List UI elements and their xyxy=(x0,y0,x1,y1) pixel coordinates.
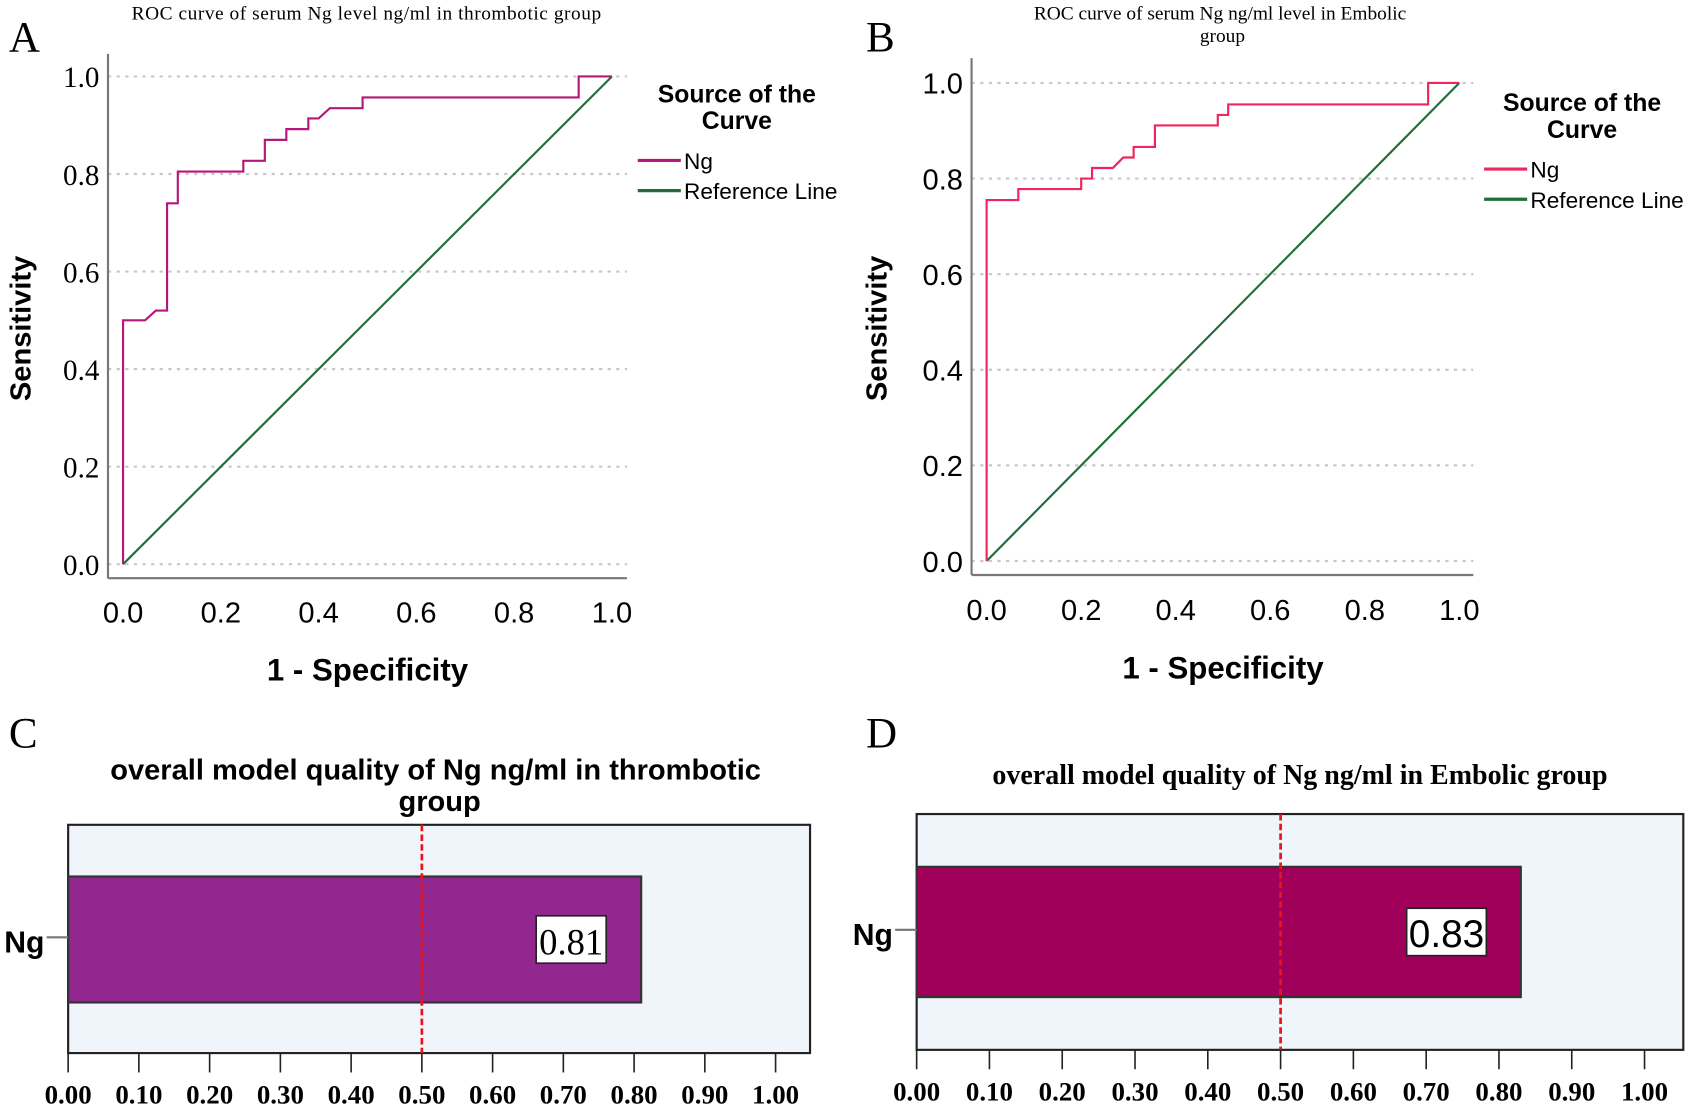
data-label: 0.83 xyxy=(1409,913,1484,956)
x-tick-label: 1.0 xyxy=(592,597,632,629)
x-tick-label: 0.4 xyxy=(1156,595,1196,627)
x-tick-label: 0.60 xyxy=(1330,1076,1377,1106)
x-tick-label: 0.80 xyxy=(611,1080,658,1108)
x-tick-label: 0.70 xyxy=(1403,1076,1450,1106)
data-label-box xyxy=(1405,907,1488,957)
x-tick-label: 0.4 xyxy=(298,597,338,629)
x-tick-label: 0.6 xyxy=(1250,595,1290,627)
y-tick-label: 0.4 xyxy=(63,355,100,387)
x-tick-label: 0.8 xyxy=(494,597,534,629)
y-tick-label: 0.0 xyxy=(63,550,99,582)
x-tick-label: 0.6 xyxy=(396,597,436,629)
reference-line xyxy=(122,75,613,565)
y-tick-label: 0.6 xyxy=(923,260,963,292)
x-tick-label: 0.20 xyxy=(1039,1076,1086,1106)
bar-c-title-line2: group xyxy=(398,786,480,818)
x-axis-label: 1 - Specificity xyxy=(1122,650,1324,685)
x-tick-label: 0.10 xyxy=(966,1076,1013,1106)
legend-title: Curve xyxy=(702,108,772,135)
reference-line xyxy=(985,82,1461,562)
y-tick-label: 0.8 xyxy=(923,164,963,196)
ng-roc-curve xyxy=(985,81,1460,561)
y-tick-label: 1.0 xyxy=(923,69,963,101)
y-axis-label: Sensitivity xyxy=(861,256,893,401)
x-tick-label: 1.00 xyxy=(752,1080,799,1108)
x-tick-label: 0.30 xyxy=(1111,1076,1158,1106)
panel-letter-d: D xyxy=(866,710,897,757)
bar-chart-d: 0.83 Ng 0.00 0.10 0.20 0.30 0.40 0.50 0.60 0.70 0.… xyxy=(853,812,1685,1106)
x-tick-label: 0.60 xyxy=(469,1080,516,1108)
x-tick-label: 1.00 xyxy=(1621,1076,1668,1106)
x-tick-label: 0.2 xyxy=(1061,595,1101,627)
legend-title: Curve xyxy=(1547,117,1617,144)
bar-d-title: overall model quality of Ng ng/ml in Emb… xyxy=(992,760,1607,791)
y-tick-label: 0.6 xyxy=(63,257,99,289)
x-tick-label: 0.00 xyxy=(893,1076,940,1106)
roc-b-title-line1: ROC curve of serum Ng ng/ml level in Emb… xyxy=(1034,3,1406,24)
bar-c-title-line1: overall model quality of Ng ng/ml in thr… xyxy=(110,755,761,787)
category-label: Ng xyxy=(853,919,893,952)
legend-reference-line-label: Reference Line xyxy=(1530,188,1683,213)
x-tick-label: 0.90 xyxy=(681,1080,728,1108)
legend-ng-label: Ng xyxy=(684,149,713,174)
y-tick-label: 0.2 xyxy=(63,452,99,484)
panel-letter-c: C xyxy=(9,710,38,757)
x-tick-label: 0.40 xyxy=(1184,1076,1231,1106)
y-tick-label: 0.4 xyxy=(923,356,963,388)
data-label-box xyxy=(535,914,607,964)
legend-title: Source of the xyxy=(1503,90,1661,117)
x-tick-label: 0.50 xyxy=(398,1080,445,1108)
y-axis-label: Sensitivity xyxy=(5,256,37,401)
panel-letter-b: B xyxy=(866,15,895,62)
roc-b-title: ROC curve of serum Ng ng/ml level in Emb… xyxy=(1034,3,1411,47)
panel-letter-a: A xyxy=(9,15,40,62)
x-tick-label: 0.70 xyxy=(540,1080,587,1108)
x-tick-label: 0.8 xyxy=(1345,595,1385,627)
legend-reference-line-label: Reference Line xyxy=(684,179,837,204)
x-tick-label: 0.40 xyxy=(328,1080,375,1108)
y-tick-label: 0.0 xyxy=(923,547,963,579)
x-tick-label: 0.50 xyxy=(1257,1076,1304,1106)
x-tick-label: 1.0 xyxy=(1439,595,1479,627)
data-label: 0.81 xyxy=(539,922,603,963)
legend-ng-label: Ng xyxy=(1530,158,1559,183)
x-tick-label: 0.80 xyxy=(1475,1076,1522,1106)
ng-roc-curve xyxy=(121,75,612,565)
y-tick-label: 0.2 xyxy=(923,451,963,483)
roc-b-title-line2: group xyxy=(1200,26,1245,47)
category-label: Ng xyxy=(4,926,44,959)
x-axis-label: 1 - Specificity xyxy=(267,653,469,688)
x-tick-label: 0.00 xyxy=(45,1080,92,1108)
x-tick-label: 0.90 xyxy=(1548,1076,1595,1106)
legend-title: Source of the xyxy=(658,81,816,108)
x-tick-label: 0.0 xyxy=(966,595,1006,627)
roc-chart-b: 0.0 0.2 0.4 0.6 0.8 1.0 0.0 0.2 0.4 0.6 0.8 1.0 1 - … xyxy=(861,58,1684,685)
x-tick-label: 0.30 xyxy=(257,1080,304,1108)
y-tick-label: 1.0 xyxy=(63,62,99,94)
roc-a-title: ROC curve of serum Ng level ng/ml in thr… xyxy=(132,3,601,24)
x-tick-label: 0.2 xyxy=(201,597,241,629)
x-tick-label: 0.10 xyxy=(115,1080,162,1108)
roc-chart-a: 0.0 0.2 0.4 0.6 0.8 1.0 0.0 0.2 0.4 0.6 0.8 1.0 1 - … xyxy=(5,53,837,688)
bar-c-title: overall model quality of Ng ng/ml in thr… xyxy=(110,755,769,818)
x-tick-label: 0.0 xyxy=(103,597,143,629)
x-tick-label: 0.20 xyxy=(186,1080,233,1108)
y-tick-label: 0.8 xyxy=(63,160,99,192)
bar-chart-c: 0.81 Ng 0.00 0.10 0.20 0.30 0.40 0.50 0.60 0.70 0.… xyxy=(4,823,812,1108)
